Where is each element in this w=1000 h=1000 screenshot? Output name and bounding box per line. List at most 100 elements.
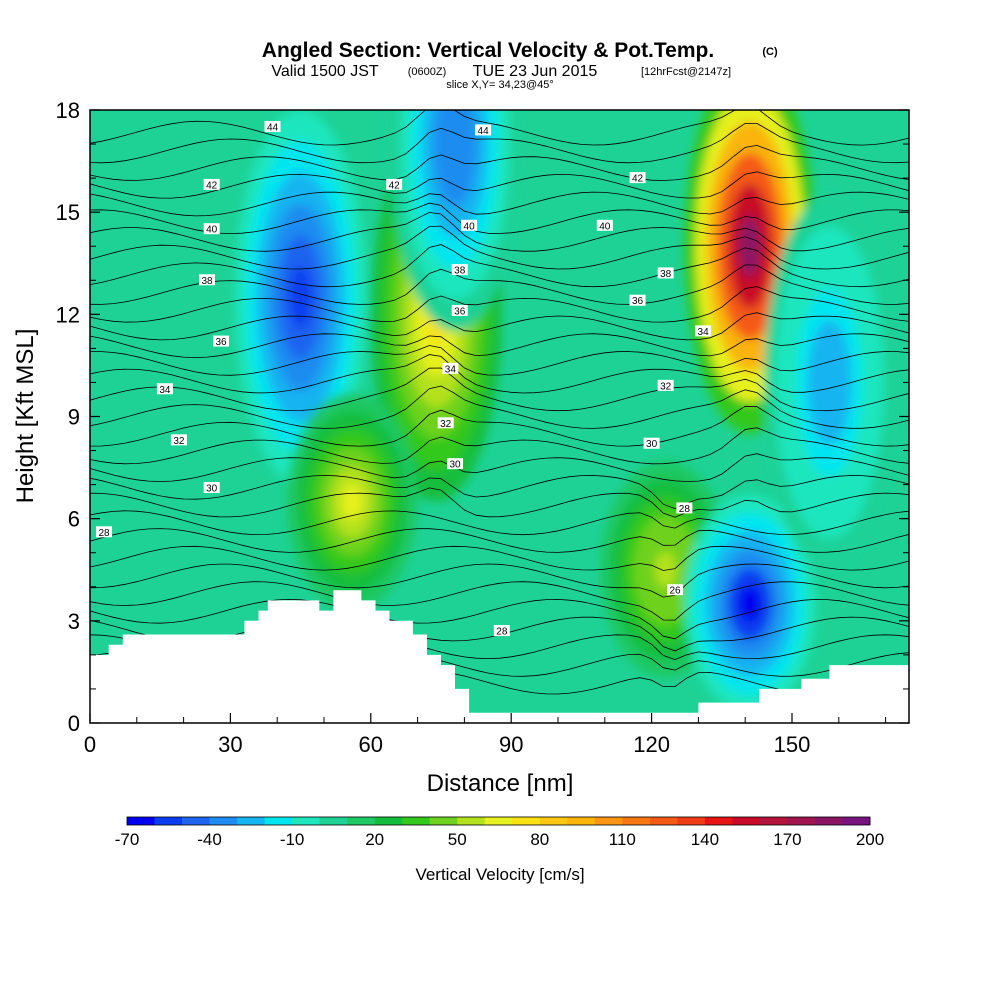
forecast-info: [12hrFcst@2147z] bbox=[641, 66, 731, 78]
theta-contour-line bbox=[90, 345, 909, 376]
theta-contour-line bbox=[90, 264, 909, 305]
velocity-cell bbox=[444, 112, 466, 176]
contour-label-box bbox=[629, 294, 646, 306]
contour-label-box bbox=[447, 458, 464, 470]
x-tick-label: 30 bbox=[218, 732, 242, 757]
contour-label: 42 bbox=[203, 178, 220, 191]
colorbar-segment bbox=[594, 817, 623, 825]
contour-label-text: 42 bbox=[206, 180, 218, 191]
contour-label-text: 42 bbox=[389, 180, 401, 191]
colorbar-tick-label: 20 bbox=[365, 830, 384, 849]
contour-label-box bbox=[629, 172, 646, 184]
chart-title: Angled Section: Vertical Velocity & Pot.… bbox=[262, 39, 714, 62]
contour-label-box bbox=[213, 335, 230, 347]
colorbar-segment bbox=[704, 817, 733, 825]
contour-label: 28 bbox=[676, 502, 693, 515]
theta-contour-line bbox=[90, 581, 909, 621]
contour-label-box bbox=[676, 502, 693, 514]
y-tick-label: 6 bbox=[68, 507, 80, 532]
contour-label-text: 30 bbox=[449, 460, 461, 471]
theta-contour-line bbox=[90, 510, 909, 536]
colorbar-segment bbox=[512, 817, 541, 825]
colorbar-segment bbox=[842, 817, 871, 825]
contour-label-text: 40 bbox=[206, 225, 218, 236]
contour-label: 32 bbox=[170, 434, 187, 447]
contour-label: 40 bbox=[596, 219, 613, 232]
contour-label: 36 bbox=[451, 304, 468, 317]
contour-label-box bbox=[657, 267, 674, 279]
contour-label-box bbox=[451, 264, 468, 276]
colorbar-segment bbox=[292, 817, 321, 825]
contour-label: 38 bbox=[657, 267, 674, 280]
theta-contour-line bbox=[90, 367, 909, 412]
theta-contour-line bbox=[90, 453, 909, 482]
colorbar-segment bbox=[429, 817, 458, 825]
contour-label: 28 bbox=[96, 526, 113, 539]
theta-contour-line bbox=[90, 487, 909, 518]
contour-label-text: 32 bbox=[440, 419, 452, 430]
contour-label-box bbox=[199, 274, 215, 286]
colorbar-segment bbox=[209, 817, 238, 825]
contour-label-box bbox=[437, 417, 454, 429]
contour-label-text: 30 bbox=[646, 439, 658, 450]
theta-contour-line bbox=[90, 528, 909, 553]
contour-label: 36 bbox=[213, 335, 230, 348]
contour-label-box bbox=[203, 223, 220, 235]
contour-label-text: 40 bbox=[464, 221, 476, 232]
contour-label-text: 40 bbox=[599, 221, 611, 232]
theta-contour-line bbox=[90, 144, 909, 181]
colorbar-segment bbox=[319, 817, 348, 825]
contour-label-text: 26 bbox=[669, 586, 681, 597]
contour-label-box bbox=[596, 219, 613, 231]
colorbar-segment bbox=[484, 817, 513, 825]
theta-contour-line bbox=[90, 225, 909, 270]
y-tick-label: 15 bbox=[56, 200, 80, 225]
theta-contour-line bbox=[90, 385, 909, 429]
contour-label-box bbox=[203, 482, 220, 494]
colorbar-segment bbox=[154, 817, 183, 825]
contour-label: 36 bbox=[629, 294, 646, 307]
contour-label-box bbox=[442, 362, 459, 374]
colorbar-tick-label: 140 bbox=[691, 830, 719, 849]
contour-label-text: 28 bbox=[679, 504, 691, 515]
velocity-cell bbox=[818, 351, 841, 414]
colorbar-segment bbox=[402, 817, 431, 825]
y-tick-label: 12 bbox=[56, 302, 80, 327]
theta-contour-line bbox=[90, 354, 909, 394]
colorbar-segment bbox=[374, 817, 403, 825]
contour-label-box bbox=[203, 178, 220, 190]
colorbar-segment bbox=[264, 817, 293, 825]
theta-contour-line bbox=[90, 333, 909, 359]
contour-label-text: 28 bbox=[496, 627, 508, 638]
theta-contour-line bbox=[90, 563, 909, 598]
contour-label-box bbox=[643, 437, 660, 449]
colorbar-segment bbox=[649, 817, 678, 825]
theta-contour-line bbox=[90, 202, 909, 235]
contour-label: 34 bbox=[695, 325, 712, 338]
theta-contour-line bbox=[90, 427, 909, 465]
y-tick-label: 3 bbox=[68, 609, 80, 634]
colorbar-tick-label: 170 bbox=[773, 830, 801, 849]
colorbar-tick-label: -10 bbox=[280, 830, 305, 849]
contour-label-text: 36 bbox=[454, 306, 466, 317]
valid-date: TUE 23 Jun 2015 bbox=[473, 63, 598, 80]
theta-contour-line bbox=[90, 110, 909, 146]
x-tick-label: 60 bbox=[359, 732, 383, 757]
contour-label-text: 30 bbox=[206, 484, 218, 495]
plot-area: 44 44 42 42 42 40 40 40 38 38 38 36 36 36 34 34 34 32 32 32… bbox=[90, 110, 909, 723]
colorbar-tick-label: -70 bbox=[115, 830, 140, 849]
colorbar-segment bbox=[787, 817, 816, 825]
contour-label: 30 bbox=[643, 437, 660, 450]
theta-contour-line bbox=[90, 123, 909, 164]
contour-label-box bbox=[170, 434, 187, 446]
contour-label-text: 32 bbox=[173, 436, 185, 447]
theta-contour-line bbox=[90, 312, 909, 341]
contour-label-box bbox=[657, 379, 674, 391]
colorbar-segment bbox=[759, 817, 788, 825]
contour-label-text: 34 bbox=[445, 364, 457, 375]
contour-label-text: 38 bbox=[660, 269, 672, 280]
colorbar-segment bbox=[182, 817, 210, 825]
theta-contour-line bbox=[90, 405, 909, 447]
colorbar-tick-label: 110 bbox=[609, 830, 636, 849]
